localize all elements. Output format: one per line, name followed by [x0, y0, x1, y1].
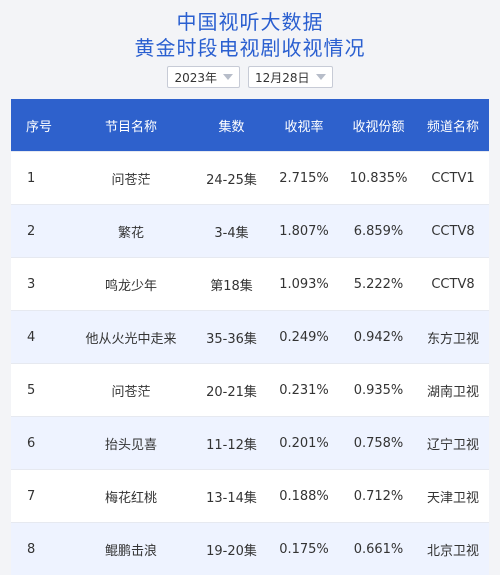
year-select[interactable]: 2023年 — [167, 66, 240, 88]
cell-program: 抬头见喜 — [67, 417, 195, 470]
cell-share: 0.712% — [340, 470, 417, 523]
cell-channel: CCTV8 — [417, 258, 489, 311]
cell-share: 10.835% — [340, 152, 417, 205]
filter-bar: 2023年 12月28日 — [0, 66, 500, 88]
cell-program: 繁花 — [67, 205, 195, 258]
chevron-down-icon — [223, 74, 233, 80]
cell-episodes: 35-36集 — [195, 311, 268, 364]
cell-channel: 北京卫视 — [417, 523, 489, 575]
cell-channel: 湖南卫视 — [417, 364, 489, 417]
column-header-share: 收视份额 — [340, 99, 417, 152]
cell-rating: 2.715% — [268, 152, 340, 205]
cell-episodes: 3-4集 — [195, 205, 268, 258]
cell-share: 5.222% — [340, 258, 417, 311]
date-select[interactable]: 12月28日 — [248, 66, 333, 88]
cell-rating: 0.188% — [268, 470, 340, 523]
cell-rank: 8 — [11, 523, 67, 575]
cell-rank: 7 — [11, 470, 67, 523]
cell-rank: 5 — [11, 364, 67, 417]
cell-rank: 1 — [11, 152, 67, 205]
table-header-row: 序号 节目名称 集数 收视率 收视份额 频道名称 — [11, 99, 489, 152]
cell-rank: 2 — [11, 205, 67, 258]
cell-share: 0.661% — [340, 523, 417, 575]
column-header-rating: 收视率 — [268, 99, 340, 152]
cell-episodes: 19-20集 — [195, 523, 268, 575]
cell-program: 鸣龙少年 — [67, 258, 195, 311]
cell-channel: CCTV8 — [417, 205, 489, 258]
cell-episodes: 20-21集 — [195, 364, 268, 417]
page-subtitle: 黄金时段电视剧收视情况 — [0, 32, 500, 61]
cell-program: 他从火光中走来 — [67, 311, 195, 364]
column-header-episodes: 集数 — [195, 99, 268, 152]
cell-episodes: 13-14集 — [195, 470, 268, 523]
cell-share: 0.942% — [340, 311, 417, 364]
year-select-value: 2023年 — [174, 69, 217, 86]
cell-rating: 0.249% — [268, 311, 340, 364]
cell-program: 问苍茫 — [67, 152, 195, 205]
cell-rating: 0.231% — [268, 364, 340, 417]
column-header-program: 节目名称 — [67, 99, 195, 152]
cell-rating: 0.175% — [268, 523, 340, 575]
cell-rank: 6 — [11, 417, 67, 470]
cell-channel: 辽宁卫视 — [417, 417, 489, 470]
cell-share: 0.935% — [340, 364, 417, 417]
cell-share: 0.758% — [340, 417, 417, 470]
cell-program: 鲲鹏击浪 — [67, 523, 195, 575]
cell-channel: CCTV1 — [417, 152, 489, 205]
page-title: 中国视听大数据 — [0, 6, 500, 35]
cell-share: 6.859% — [340, 205, 417, 258]
chevron-down-icon — [316, 74, 326, 80]
date-select-value: 12月28日 — [255, 69, 310, 86]
column-header-channel: 频道名称 — [417, 99, 489, 152]
cell-rating: 1.807% — [268, 205, 340, 258]
cell-rating: 1.093% — [268, 258, 340, 311]
cell-episodes: 24-25集 — [195, 152, 268, 205]
cell-rating: 0.201% — [268, 417, 340, 470]
cell-episodes: 第18集 — [195, 258, 268, 311]
cell-rank: 3 — [11, 258, 67, 311]
cell-rank: 4 — [11, 311, 67, 364]
cell-channel: 天津卫视 — [417, 470, 489, 523]
cell-channel: 东方卫视 — [417, 311, 489, 364]
cell-program: 梅花红桃 — [67, 470, 195, 523]
cell-program: 问苍茫 — [67, 364, 195, 417]
cell-episodes: 11-12集 — [195, 417, 268, 470]
column-header-rank: 序号 — [11, 99, 67, 152]
